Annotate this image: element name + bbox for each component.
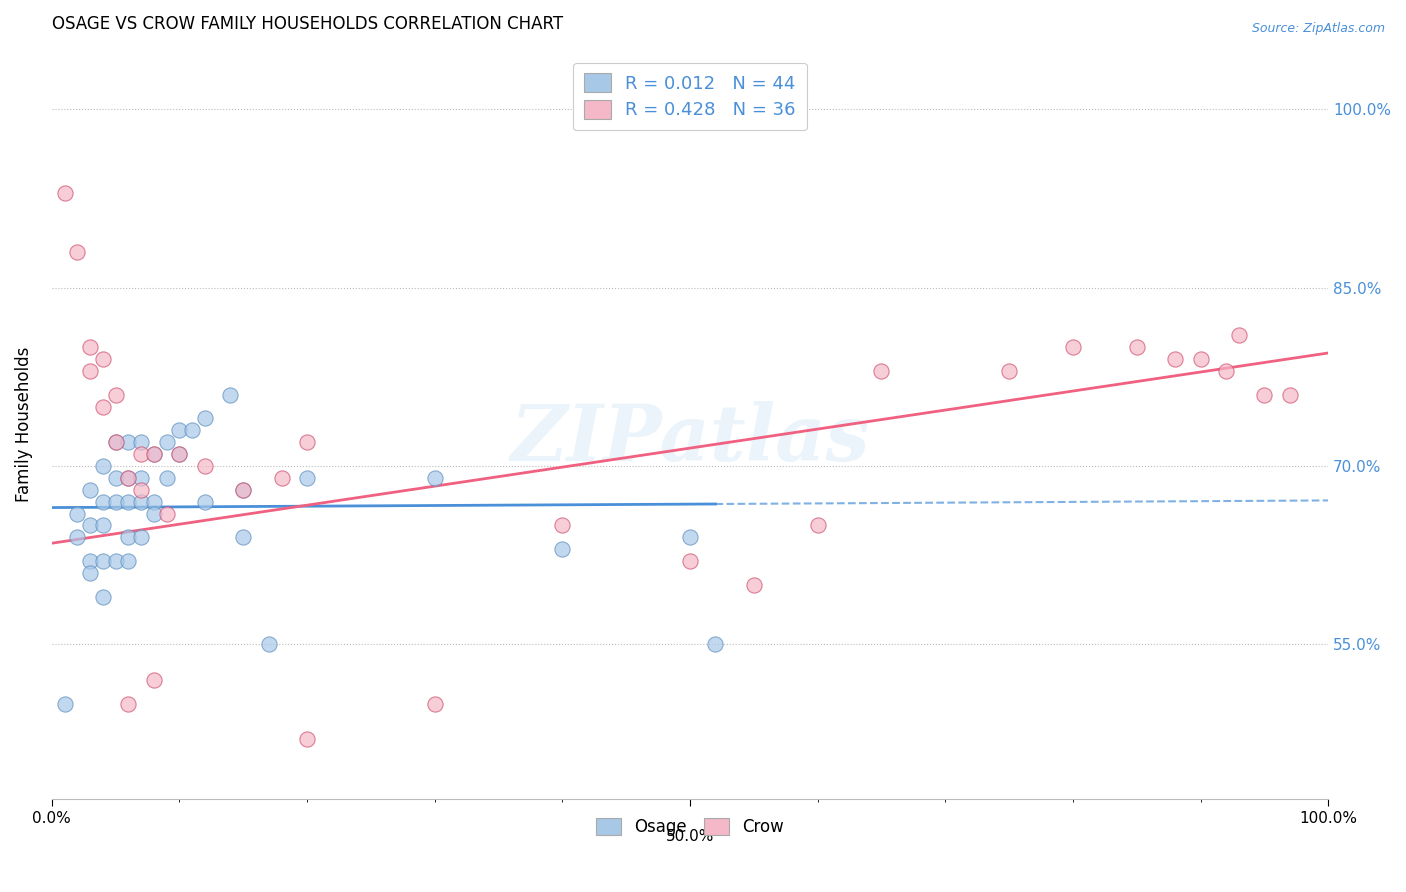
Point (232, 483, 254, 497)
Point (870, 364, 893, 378)
Point (998, 364, 1021, 378)
Point (104, 471, 127, 485)
Point (1062, 340, 1084, 354)
Point (104, 387, 127, 401)
Point (169, 447, 191, 461)
Point (91, 554, 114, 568)
Point (1253, 387, 1275, 401)
Point (169, 423, 191, 437)
Point (79, 364, 101, 378)
Point (142, 507, 165, 521)
Point (117, 435, 139, 450)
Point (1189, 351, 1212, 366)
Point (66, 530, 89, 544)
Point (169, 447, 191, 461)
Point (117, 530, 139, 544)
Point (551, 518, 574, 533)
Point (257, 637, 280, 651)
Point (91, 458, 114, 473)
Point (423, 471, 446, 485)
Point (295, 732, 318, 747)
Point (79, 340, 101, 354)
Point (104, 435, 127, 450)
Point (129, 530, 152, 544)
Point (806, 518, 828, 533)
Point (194, 494, 217, 508)
Legend: Osage, Crow: Osage, Crow (589, 812, 790, 843)
Point (156, 435, 179, 450)
Point (142, 447, 165, 461)
Point (104, 494, 127, 508)
Text: OSAGE VS CROW FAMILY HOUSEHOLDS CORRELATION CHART: OSAGE VS CROW FAMILY HOUSEHOLDS CORRELAT… (52, 15, 562, 33)
Point (79, 554, 101, 568)
Point (295, 471, 318, 485)
Point (129, 494, 152, 508)
Point (142, 447, 165, 461)
Point (423, 697, 446, 711)
Point (66, 244, 89, 259)
Point (117, 494, 139, 508)
Point (219, 387, 242, 401)
Point (1215, 364, 1237, 378)
Point (79, 518, 101, 533)
Point (1164, 351, 1187, 366)
Point (142, 494, 165, 508)
Point (194, 411, 217, 425)
Text: Source: ZipAtlas.com: Source: ZipAtlas.com (1251, 22, 1385, 36)
Point (194, 458, 217, 473)
Point (91, 400, 114, 414)
Point (1227, 328, 1250, 343)
Point (91, 494, 114, 508)
Point (117, 554, 139, 568)
Point (91, 590, 114, 604)
Point (1125, 340, 1147, 354)
Point (66, 507, 89, 521)
Point (181, 423, 204, 437)
Point (117, 471, 139, 485)
Point (79, 566, 101, 580)
Point (129, 447, 152, 461)
Point (91, 518, 114, 533)
Point (117, 697, 139, 711)
Point (53, 186, 76, 200)
Point (129, 483, 152, 497)
Point (232, 530, 254, 544)
Point (104, 554, 127, 568)
Point (742, 578, 765, 592)
Point (270, 471, 292, 485)
Point (129, 435, 152, 450)
Point (79, 483, 101, 497)
Point (53, 697, 76, 711)
Point (1278, 387, 1301, 401)
Point (104, 435, 127, 450)
Point (117, 471, 139, 485)
Text: 50.0%: 50.0% (666, 829, 714, 844)
Point (91, 351, 114, 366)
Point (704, 637, 727, 651)
Point (679, 530, 702, 544)
Point (129, 471, 152, 485)
Point (551, 542, 574, 557)
Y-axis label: Family Households: Family Households (15, 347, 32, 502)
Point (142, 673, 165, 687)
Point (679, 554, 702, 568)
Point (232, 483, 254, 497)
Text: ZIPatlas: ZIPatlas (510, 401, 870, 477)
Point (295, 435, 318, 450)
Point (156, 471, 179, 485)
Point (156, 507, 179, 521)
